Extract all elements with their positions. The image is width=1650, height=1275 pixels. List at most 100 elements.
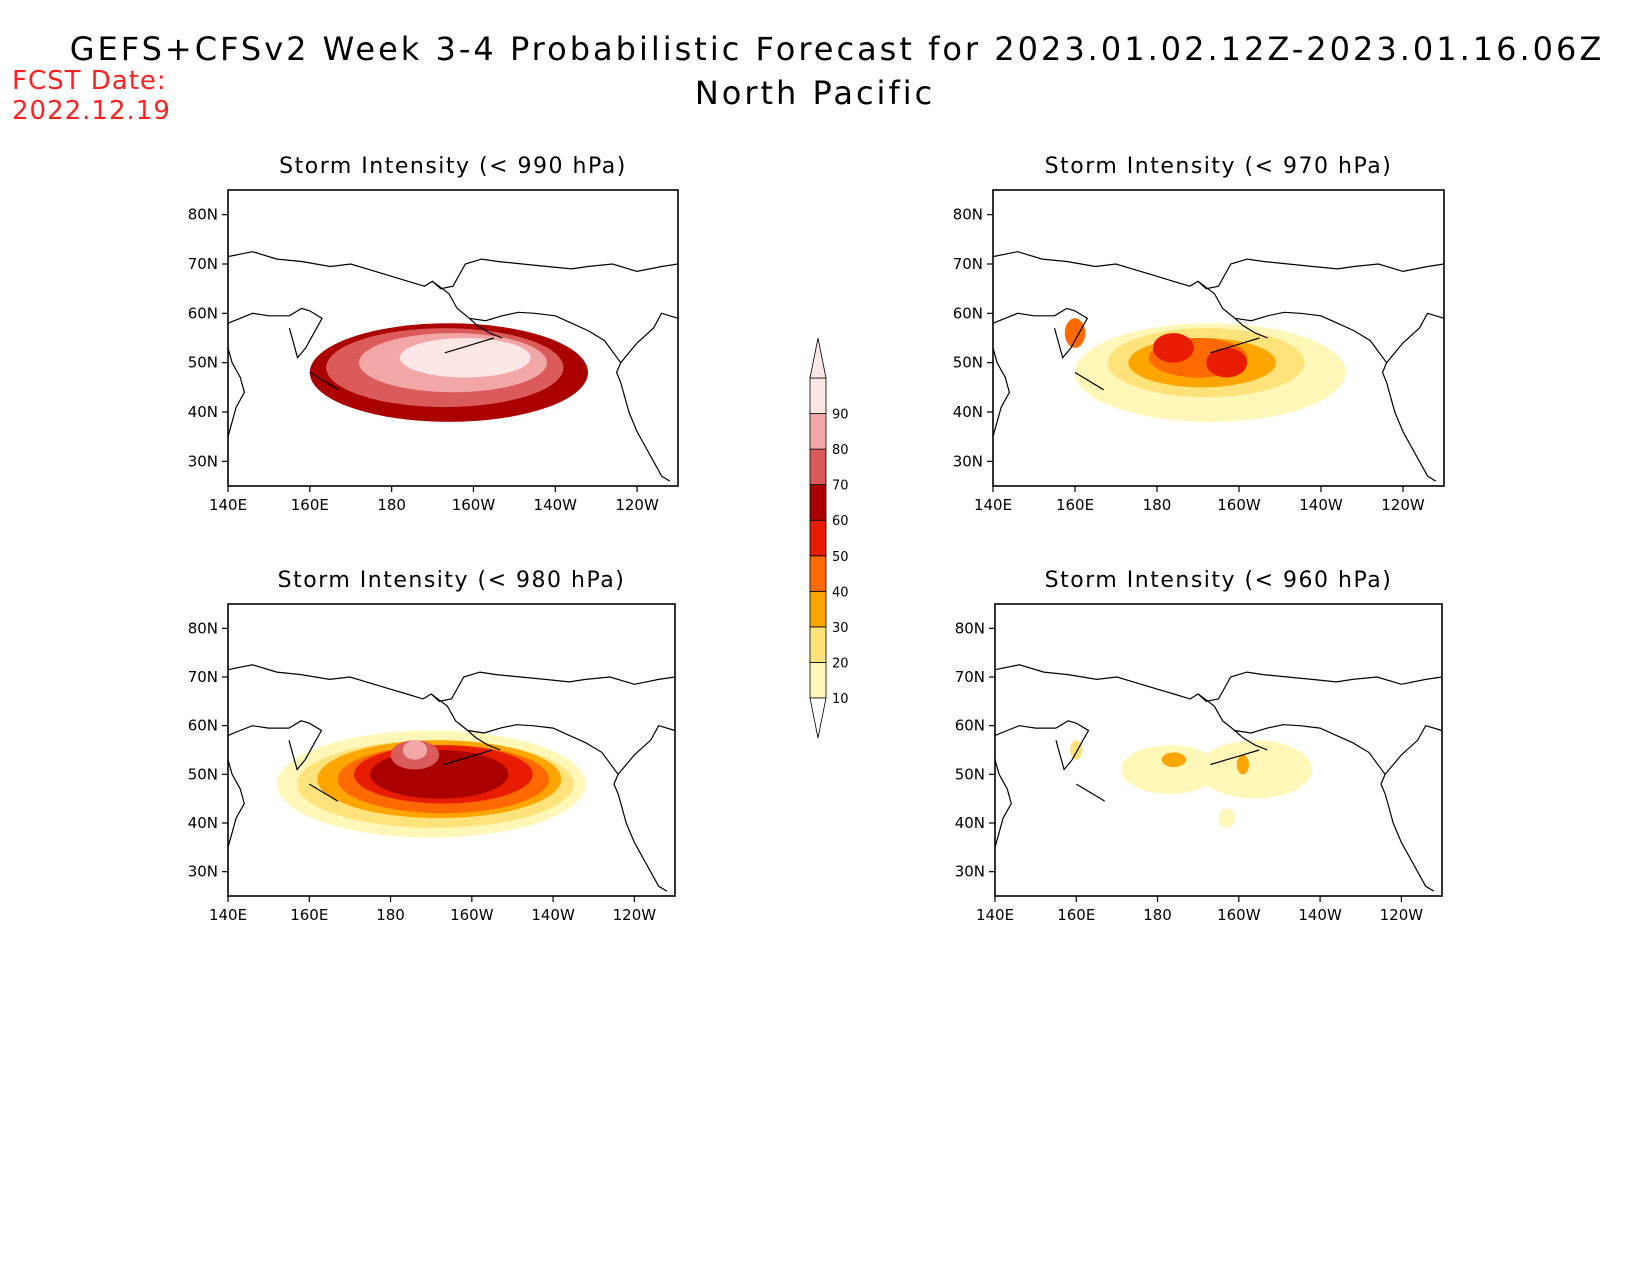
- lat-tick-label: 80N: [188, 619, 218, 637]
- probability-contour: [402, 740, 428, 760]
- coastline: [1055, 720, 1090, 771]
- colorbar-tick-label: 30: [832, 621, 849, 636]
- panel-frame: [992, 189, 1445, 487]
- coastline: [432, 280, 622, 364]
- coastline: [227, 725, 289, 736]
- coastline: [227, 759, 245, 848]
- coastline: [1234, 730, 1268, 751]
- lat-tick-label: 50N: [953, 354, 983, 372]
- lon-tick-label: 140W: [531, 906, 575, 924]
- fcst-date-label: FCST Date:: [12, 66, 167, 96]
- coastline: [1380, 724, 1443, 892]
- coastline: [992, 312, 1055, 324]
- panel-title: Storm Intensity (< 970 hPa): [1045, 154, 1393, 179]
- coastline: [1197, 280, 1388, 364]
- colorbar-tick-label: 80: [832, 443, 849, 458]
- lon-tick-label: 140E: [209, 906, 247, 924]
- coastline: [227, 251, 679, 290]
- colorbar-swatch: [809, 590, 827, 628]
- coastline: [1210, 337, 1260, 354]
- panel-title: Storm Intensity (< 980 hPa): [278, 568, 626, 593]
- colorbar-tick-label: 50: [832, 550, 849, 565]
- lat-tick-label: 60N: [953, 304, 983, 322]
- coastline: [994, 725, 1056, 736]
- coastline: [444, 337, 495, 354]
- colorbar-bottom-arrow: [809, 697, 827, 739]
- coastline: [288, 307, 323, 359]
- lat-tick-label: 30N: [955, 863, 985, 881]
- coastline: [992, 347, 1011, 437]
- coastline: [1234, 317, 1268, 339]
- lon-tick-label: 160W: [452, 496, 496, 514]
- lon-tick-label: 140W: [1298, 906, 1342, 924]
- lon-tick-label: 160W: [450, 906, 494, 924]
- panel-frame: [994, 603, 1443, 897]
- coastline: [227, 312, 290, 324]
- colorbar-swatch: [809, 448, 827, 486]
- coastline: [613, 724, 676, 892]
- lat-tick-label: 40N: [953, 403, 983, 421]
- probability-contour: [1064, 318, 1086, 348]
- map-panel-bottom-right: Storm Intensity (< 960 hPa) 140E 160E 180 16…: [955, 568, 1443, 924]
- lon-tick-label: 180: [376, 906, 405, 924]
- region-title: North Pacific: [694, 74, 936, 112]
- map-panel-top-right: Storm Intensity (< 970 hPa) 140E 160E 180 16…: [953, 154, 1445, 514]
- probability-contour: [1070, 740, 1083, 760]
- lon-tick-label: 140W: [534, 496, 578, 514]
- coastline: [1074, 371, 1105, 391]
- colorbar-tick-label: 40: [832, 585, 849, 600]
- colorbar-swatch: [809, 484, 827, 521]
- lat-tick-label: 60N: [188, 304, 218, 322]
- colorbar-swatch: [809, 519, 827, 557]
- lat-tick-label: 30N: [188, 452, 218, 470]
- lon-tick-label: 160W: [1217, 906, 1261, 924]
- colorbar-tick-label: 10: [832, 692, 849, 707]
- coastline: [994, 759, 1012, 848]
- map-panel-bottom-left: Storm Intensity (< 980 hPa) 140E 160E 180 16…: [188, 568, 676, 924]
- lat-tick-label: 50N: [188, 354, 218, 372]
- lat-tick-label: 40N: [188, 814, 218, 832]
- fcst-date-value: 2022.12.19: [12, 96, 171, 126]
- lat-tick-label: 70N: [955, 668, 985, 686]
- lat-tick-label: 40N: [188, 403, 218, 421]
- coastline: [615, 312, 679, 482]
- panel-frame: [227, 603, 676, 897]
- coastline: [467, 730, 501, 751]
- lat-tick-label: 50N: [955, 765, 985, 783]
- lon-tick-label: 120W: [1380, 906, 1424, 924]
- lat-tick-label: 80N: [188, 206, 218, 224]
- lon-tick-label: 140W: [1299, 496, 1343, 514]
- probability-contour: [1120, 745, 1219, 794]
- coastline: [1210, 749, 1260, 766]
- lat-tick-label: 60N: [188, 717, 218, 735]
- coastline: [288, 720, 323, 771]
- colorbar-swatch: [809, 555, 827, 592]
- lat-tick-label: 50N: [188, 765, 218, 783]
- coastline: [994, 664, 1443, 702]
- panel-title: Storm Intensity (< 990 hPa): [279, 154, 627, 179]
- probability-contour: [1152, 333, 1194, 363]
- coastline: [992, 251, 1445, 290]
- probability-contour: [1161, 752, 1186, 768]
- lon-tick-label: 160E: [1056, 496, 1094, 514]
- coastline: [1197, 693, 1386, 775]
- colorbar-swatch: [809, 662, 827, 699]
- probability-contour: [1206, 347, 1248, 378]
- coastline: [430, 693, 619, 775]
- coastline: [227, 664, 676, 702]
- lon-tick-label: 160E: [291, 496, 329, 514]
- colorbar-swatch: [809, 413, 827, 450]
- colorbar-tick-label: 60: [832, 514, 849, 529]
- coastline: [309, 371, 339, 391]
- lon-tick-label: 180: [1143, 496, 1172, 514]
- colorbar-swatch: [809, 626, 827, 663]
- probability-contour: [1236, 754, 1249, 775]
- coastline: [227, 347, 246, 437]
- lon-tick-label: 120W: [613, 906, 657, 924]
- colorbar-tick-label: 90: [832, 408, 849, 423]
- probability-contour: [1218, 808, 1235, 828]
- lon-tick-label: 160E: [1057, 906, 1095, 924]
- map-panel-top-left: Storm Intensity (< 990 hPa) 140E 160E 180 16…: [188, 154, 679, 514]
- fcst-date-block: FCST Date: 2022.12.19: [12, 66, 171, 126]
